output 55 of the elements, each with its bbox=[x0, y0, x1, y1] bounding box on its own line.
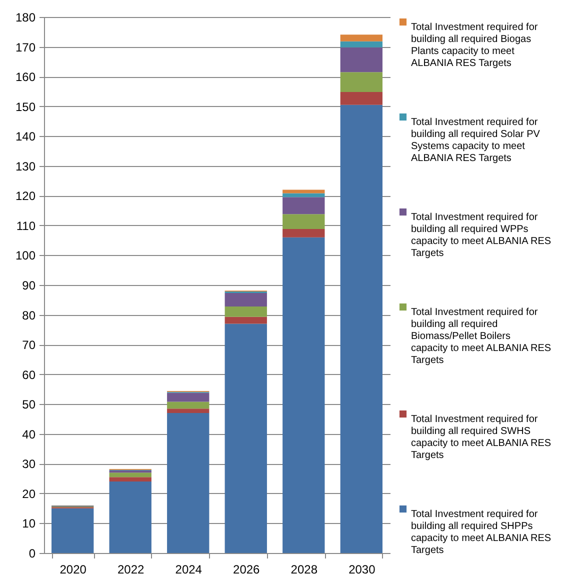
bar bbox=[282, 190, 325, 194]
y-tick-label: 90 bbox=[22, 278, 36, 292]
legend-label: Total Investment required for building all required Solar PV Systems capacity to meet ALBANIA RES Targets bbox=[411, 117, 540, 164]
bar bbox=[340, 47, 382, 72]
x-tick-label: 2020 bbox=[60, 562, 87, 576]
bar bbox=[167, 413, 210, 553]
bar bbox=[167, 392, 210, 402]
bar bbox=[282, 193, 325, 198]
y-tick-label: 50 bbox=[22, 398, 36, 412]
bar bbox=[340, 104, 382, 553]
bar bbox=[167, 402, 210, 409]
bar bbox=[340, 34, 382, 42]
y-tick-label: 160 bbox=[15, 70, 36, 84]
y-tick-label: 0 bbox=[28, 546, 36, 560]
bar bbox=[224, 324, 267, 553]
y-tick-label: 80 bbox=[22, 308, 36, 322]
x-tick-label: 2022 bbox=[118, 562, 145, 576]
bar bbox=[282, 197, 325, 214]
bar bbox=[167, 408, 210, 414]
bar bbox=[282, 237, 325, 553]
y-tick-label: 140 bbox=[15, 130, 36, 144]
y-tick-label: 100 bbox=[15, 248, 36, 263]
legend-label: Total Investment required for building all required WPPs capacity to meet ALBANIA RES Targets bbox=[411, 212, 552, 259]
bar bbox=[340, 92, 382, 105]
bar bbox=[224, 306, 267, 317]
legend-label: Total Investment required for building all required SWHS capacity to meet ALBANIA RES Targets bbox=[411, 414, 552, 461]
y-tick-label: 130 bbox=[15, 159, 36, 174]
bar bbox=[282, 214, 325, 230]
bar bbox=[52, 508, 94, 553]
y-tick-label: 150 bbox=[15, 100, 36, 114]
y-tick-label: 110 bbox=[16, 218, 36, 233]
legend-label: Total Investment required for building all required Biogas Plants capacity to meet ALBANIA RES Targets bbox=[411, 22, 538, 69]
bar bbox=[109, 482, 152, 553]
y-tick-label: 170 bbox=[15, 40, 36, 54]
y-tick-label: 120 bbox=[15, 189, 36, 204]
bar bbox=[340, 41, 382, 48]
y-tick-label: 30 bbox=[22, 457, 36, 472]
y-tick-label: 10 bbox=[22, 516, 36, 531]
bar bbox=[109, 472, 152, 478]
bar bbox=[109, 477, 152, 482]
x-tick-label: 2030 bbox=[348, 562, 376, 576]
x-tick-label: 2026 bbox=[233, 562, 260, 576]
y-tick-label: 40 bbox=[22, 427, 36, 442]
x-tick-label: 2028 bbox=[290, 562, 318, 576]
y-tick-label: 180 bbox=[15, 10, 36, 24]
x-tick-label: 2024 bbox=[175, 562, 202, 576]
y-tick-label: 60 bbox=[22, 368, 36, 382]
legend-label: Total Investment required for building all required Biomass/Pellet Boilers capacity to meet ALBANIA RES Targets bbox=[411, 307, 552, 366]
legend-label: Total Investment required for building all required SHPPs capacity to meet ALBANIA RES Targets bbox=[411, 509, 552, 556]
bar bbox=[224, 293, 267, 306]
y-tick-label: 70 bbox=[22, 338, 36, 352]
bar bbox=[340, 72, 382, 92]
bar bbox=[282, 229, 325, 238]
bar bbox=[224, 316, 267, 324]
y-tick-label: 20 bbox=[22, 486, 36, 501]
